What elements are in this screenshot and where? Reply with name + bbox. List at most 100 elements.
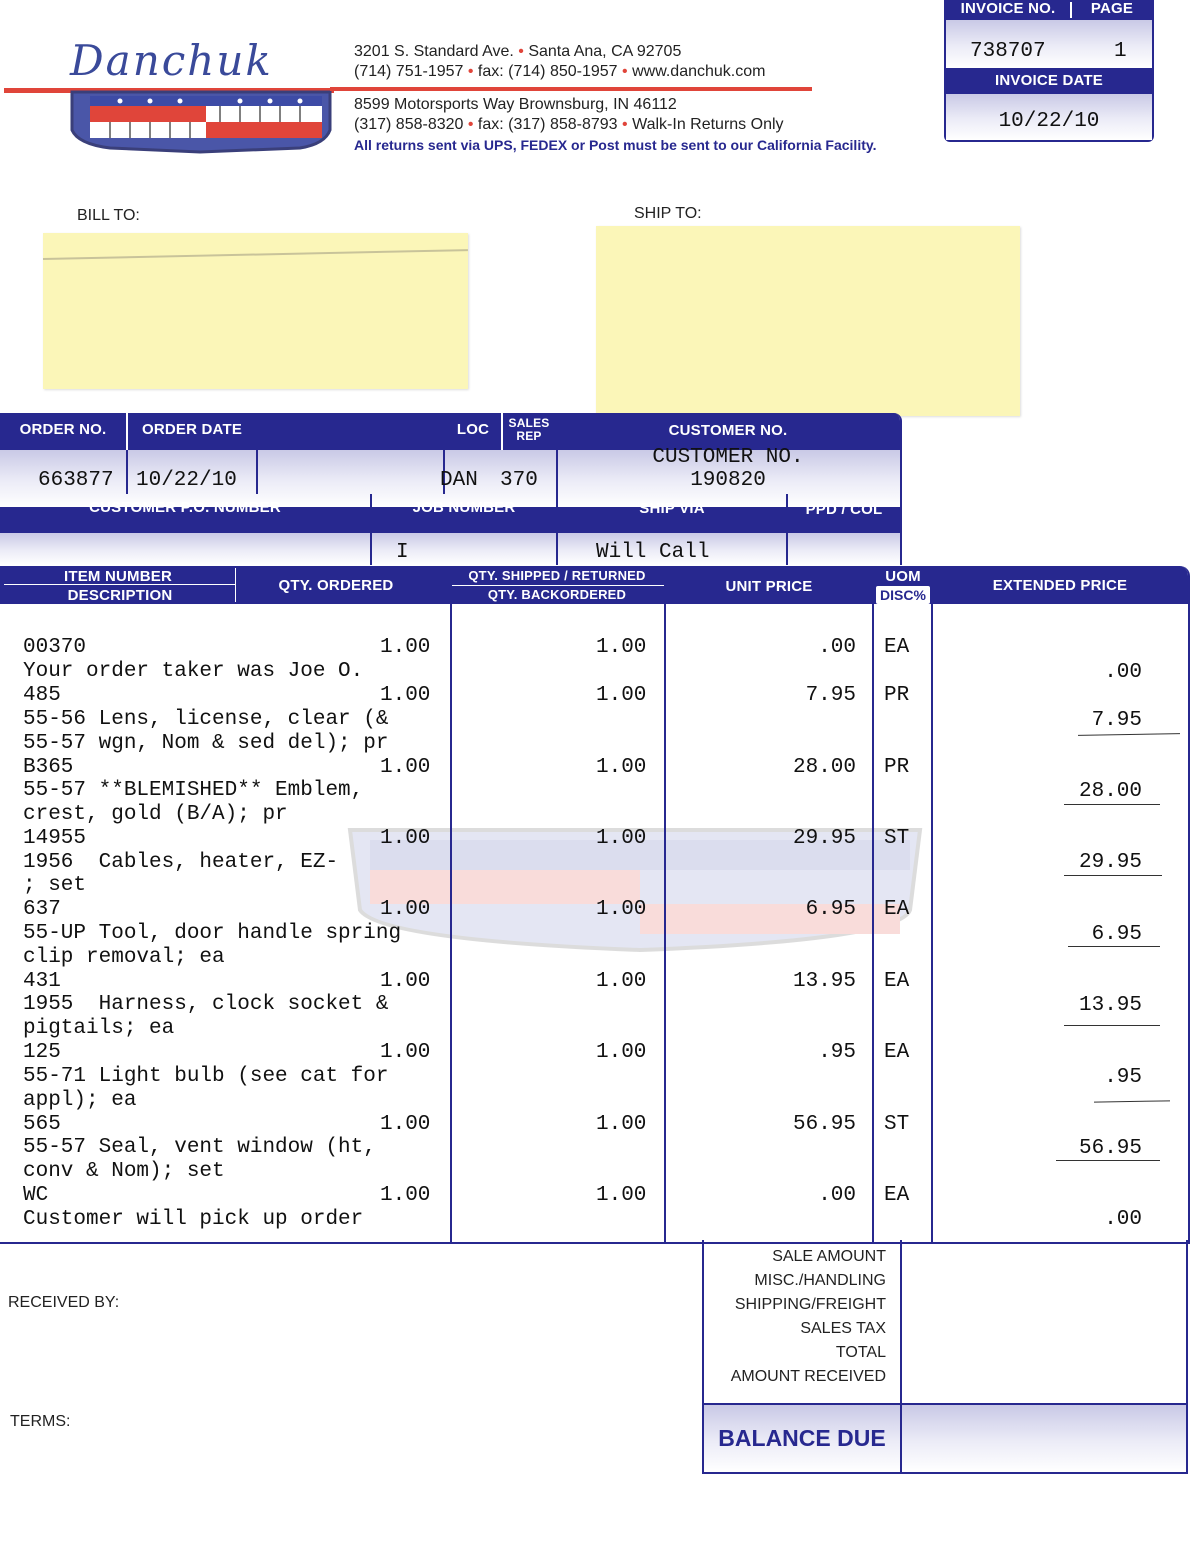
item-description: 55-56 Lens, license, clear (& [23,708,389,731]
page-label: PAGE [1090,0,1134,17]
item-unit-price: .00 [818,636,856,659]
item-qty-shipped: 1.00 [596,1041,647,1064]
item-extended-price: 6.95 [1091,923,1142,946]
item-description: 55-57 **BLEMISHED** Emblem, [23,779,364,802]
item-extended-price: 29.95 [1078,851,1142,874]
terms-label: TERMS: [10,1413,71,1430]
item-extended-price: .00 [1104,661,1142,684]
address-line-4: (317) 858-8320 • fax: (317) 858-8793 • W… [354,116,784,133]
totals-labels: SALE AMOUNT MISC./HANDLING SHIPPING/FREI… [704,1245,886,1389]
item-qty-ordered: 1.00 [380,827,431,850]
received-by-label: RECEIVED BY: [8,1294,120,1311]
item-description: 55-71 Light bulb (see cat for [23,1065,389,1088]
item-unit-price: 13.95 [792,970,856,993]
extended-price-label: EXTENDED PRICE [992,577,1128,594]
item-extended-price: 56.95 [1078,1137,1142,1160]
address-block-in: 8599 Motorsports Way Brownsburg, IN 4611… [354,95,974,155]
ship-to-redaction-note [596,226,1020,416]
fax-in: fax: (317) 858-8793 [477,116,618,133]
sale-amount-label: SALE AMOUNT [772,1248,886,1265]
item-uom: ST [884,1113,910,1136]
item-extended-price: 7.95 [1091,709,1142,732]
item-qty-ordered: 1.00 [380,636,431,659]
address-line-1: 3201 S. Standard Ave. • Santa Ana, CA 92… [354,43,682,60]
item-description: 1956 Cables, heater, EZ- [23,851,339,874]
disc-label: DISC% [880,587,926,603]
item-qty-ordered: 1.00 [380,684,431,707]
item-extended-price: 13.95 [1078,994,1142,1017]
watermark-crest-icon [347,828,923,953]
item-number: 637 [23,898,61,921]
customer-po-label: CUSTOMER P.O. NUMBER [89,499,281,516]
order-date-label: ORDER DATE [141,421,243,438]
handwritten-underline [1064,875,1162,876]
qty-ordered-label: QTY. ORDERED [278,577,394,594]
item-qty-shipped: 1.00 [596,684,647,707]
shipping-freight-label: SHIPPING/FREIGHT [734,1296,886,1313]
handwritten-underline [1064,1025,1160,1026]
phone-ca: (714) 751-1957 [354,63,464,80]
order-no-label: ORDER NO. [19,421,107,438]
item-number: 431 [23,970,61,993]
address-line-2: (714) 751-1957 • fax: (714) 850-1957 • w… [354,63,766,80]
total-label: TOTAL [835,1344,886,1361]
item-number: 565 [23,1113,61,1136]
customer-no-heading: CUSTOMER NO. [652,446,804,469]
item-extended-price: .95 [1104,1066,1142,1089]
order-date: 10/22/10 [136,469,237,492]
item-uom: PR [884,684,910,707]
item-qty-ordered: 1.00 [380,1113,431,1136]
sales-tax-label: SALES TAX [800,1320,886,1337]
amount-received-label: AMOUNT RECEIVED [730,1368,886,1385]
invoice-date: 10/22/10 [998,110,1100,133]
item-qty-ordered: 1.00 [380,970,431,993]
item-qty-shipped: 1.00 [596,1113,647,1136]
item-description: clip removal; ea [23,946,225,969]
qty-shipped-label: QTY. SHIPPED / RETURNED [468,568,646,583]
balance-due-label: BALANCE DUE [718,1425,886,1451]
item-extended-price: .00 [1104,1208,1142,1231]
item-qty-shipped: 1.00 [596,1184,647,1207]
qty-backordered-label: QTY. BACKORDERED [487,587,627,602]
logo-crest-icon [4,88,334,154]
handwritten-underline [1056,1160,1160,1161]
item-uom: EA [884,1041,910,1064]
uom-label: UOM [885,568,921,585]
customer-number: 190820 [690,469,766,492]
item-uom: ST [884,827,910,850]
item-unit-price: 29.95 [792,827,856,850]
phone-in: (317) 858-8320 [354,116,464,133]
item-number-label: ITEM NUMBER [63,568,173,585]
address-divider [330,87,812,91]
item-description: appl); ea [23,1089,137,1112]
logo-wordmark: Danchuk [70,36,273,85]
address-block: 3201 S. Standard Ave. • Santa Ana, CA 92… [354,42,954,82]
item-description: Customer will pick up order [23,1208,364,1231]
description-label: DESCRIPTION [67,587,173,604]
item-uom: EA [884,636,910,659]
item-description: conv & Nom); set [23,1160,225,1183]
company-logo [0,40,340,160]
unit-price-label: UNIT PRICE [725,578,813,595]
item-description: 55-57 Seal, vent window (ht, [23,1136,376,1159]
item-number: WC [23,1184,49,1207]
item-number: 125 [23,1041,61,1064]
item-description: 55-57 wgn, Nom & sed del); pr [23,732,389,755]
order-number: 663877 [38,469,114,492]
invoice-number: 738707 [970,40,1046,63]
item-number: B365 [23,756,74,779]
address-city: Santa Ana, CA 92705 [528,43,682,60]
sales-rep-value: 370 [500,469,538,492]
item-unit-price: .95 [818,1041,856,1064]
loc-value: DAN [440,469,478,492]
watermark-logo [340,760,930,960]
returns-note: All returns sent via UPS, FEDEX or Post … [354,137,877,153]
ship-via-label: SHIP VIA [639,500,705,517]
address-line-3: 8599 Motorsports Way Brownsburg, IN 4611… [354,96,677,113]
fax-ca: fax: (714) 850-1957 [477,63,618,80]
disc-label-box [876,586,930,604]
website-link[interactable]: www.danchuk.com [632,63,766,80]
item-uom: EA [884,1184,910,1207]
item-unit-price: 6.95 [805,898,856,921]
invoice-box: INVOICE NO. PAGE 738707 1 INVOICE DATE 1… [944,0,1154,142]
